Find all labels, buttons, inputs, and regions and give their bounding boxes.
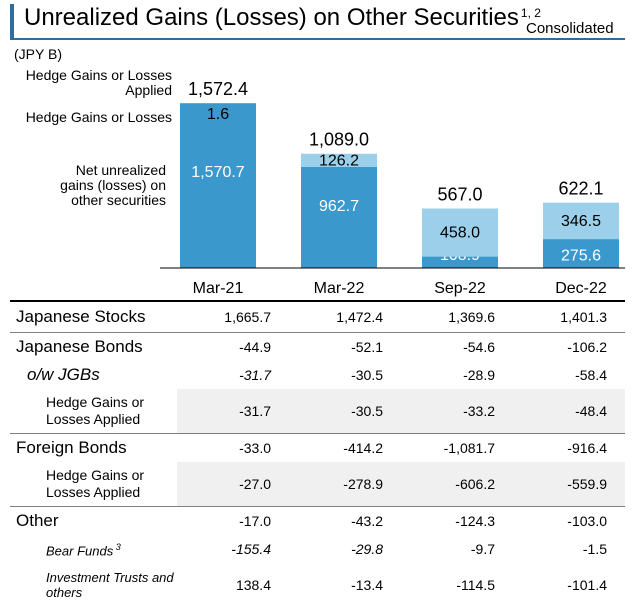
cell-value: -606.2 bbox=[401, 462, 513, 507]
scope-label: Consolidated bbox=[526, 20, 614, 37]
net-value-label-mar-21: 1,570.7 bbox=[191, 164, 244, 181]
x-tick-label-sep-22: Sep-22 bbox=[434, 280, 486, 297]
cell-value: -43.2 bbox=[289, 506, 401, 535]
cell-value: -31.7 bbox=[177, 389, 289, 434]
table-row: Investment Trusts and others 138.4 -13.4 -1… bbox=[10, 563, 625, 607]
legend-total-label: Hedge Gains or Losses Applied bbox=[25, 67, 172, 98]
total-value-label-sep-22: 567.0 bbox=[437, 185, 482, 205]
net-value-label-mar-22: 962.7 bbox=[319, 198, 359, 215]
hedge-value-label-mar-21: 1.6 bbox=[207, 106, 229, 123]
cell-value: -52.1 bbox=[289, 332, 401, 361]
bar-hedge-mar-22 bbox=[301, 153, 377, 167]
cell-value: -48.4 bbox=[513, 389, 625, 434]
bars-group: 1,570.71.61,572.4962.7126.21,089.0108.94… bbox=[180, 79, 619, 268]
x-tick-label-dec-22: Dec-22 bbox=[555, 280, 607, 297]
cell-value: -17.0 bbox=[177, 506, 289, 535]
cell-value: 1,401.3 bbox=[513, 300, 625, 333]
bar-hedge-sep-22 bbox=[422, 208, 498, 257]
table-row: Other -17.0 -43.2 -124.3 -103.0 bbox=[10, 506, 625, 535]
hedge-value-label-dec-22: 346.5 bbox=[561, 213, 601, 230]
row-label: Foreign Bonds bbox=[10, 433, 177, 462]
cell-value: -414.2 bbox=[289, 433, 401, 462]
title-bar: Unrealized Gains (Losses) on Other Secur… bbox=[0, 0, 640, 40]
net-value-label-dec-22: 275.6 bbox=[561, 248, 601, 265]
cell-value: -101.4 bbox=[567, 577, 607, 593]
bar-net-mar-22 bbox=[301, 166, 377, 268]
title-underline bbox=[10, 38, 625, 40]
bar-net-sep-22 bbox=[422, 256, 498, 268]
cell-value: 1,369.6 bbox=[401, 300, 513, 333]
cell-value: -27.0 bbox=[177, 462, 289, 507]
cell-value: -1.5 bbox=[582, 541, 607, 557]
cell-value: -155.4 bbox=[231, 541, 271, 557]
total-value-label-mar-22: 1,089.0 bbox=[309, 130, 369, 150]
cell-value: -13.4 bbox=[351, 577, 383, 593]
cell-value: -1,081.7 bbox=[401, 433, 513, 462]
row-label: Japanese Bonds bbox=[10, 332, 177, 361]
table-row: Hedge Gains or Losses Applied -27.0 -278.9… bbox=[10, 462, 625, 507]
cell-value: -30.5 bbox=[351, 367, 383, 383]
cell-value: -29.8 bbox=[351, 541, 383, 557]
cell-value: 1,665.7 bbox=[177, 300, 289, 333]
row-label: Japanese Stocks bbox=[10, 300, 177, 333]
cell-value: -28.9 bbox=[463, 367, 495, 383]
row-label: Hedge Gains or Losses Applied bbox=[46, 467, 145, 500]
title-accent-bar bbox=[10, 4, 14, 38]
cell-value: -103.0 bbox=[513, 506, 625, 535]
total-value-label-mar-21: 1,572.4 bbox=[188, 79, 248, 99]
bar-net-mar-21 bbox=[180, 103, 256, 268]
bar-net-dec-22 bbox=[543, 239, 619, 268]
table-row: Bear Funds 3 -155.4 -29.8 -9.7 -1.5 bbox=[10, 535, 625, 563]
cell-value: 138.4 bbox=[235, 577, 271, 593]
table-row: Japanese Stocks 1,665.7 1,472.4 1,369.6 1,40… bbox=[10, 300, 625, 333]
cell-value: 1,472.4 bbox=[289, 300, 401, 333]
page-title: Unrealized Gains (Losses) on Other Secur… bbox=[24, 4, 541, 31]
cell-value: -9.7 bbox=[470, 541, 495, 557]
legend-hedge-label: Hedge Gains or Losses bbox=[25, 109, 172, 125]
cell-value: -106.2 bbox=[513, 332, 625, 361]
hedge-value-label-sep-22: 458.0 bbox=[440, 225, 480, 242]
cell-value: -33.0 bbox=[177, 433, 289, 462]
unit-label: (JPY B) bbox=[14, 46, 62, 62]
x-tick-label-mar-21: Mar-21 bbox=[193, 280, 244, 297]
x-tick-label-mar-22: Mar-22 bbox=[314, 280, 365, 297]
x-axis-labels: Mar-21 Mar-22 Sep-22 Dec-22 bbox=[193, 280, 607, 297]
cell-value: -31.7 bbox=[239, 367, 271, 383]
hedge-value-label-mar-22: 126.2 bbox=[319, 152, 359, 169]
cell-value: -278.9 bbox=[289, 462, 401, 507]
cell-value: -44.9 bbox=[177, 332, 289, 361]
row-label: Investment Trusts and others bbox=[46, 570, 174, 600]
table-row: Hedge Gains or Losses Applied -31.7 -30.5-… bbox=[10, 389, 625, 434]
bar-hedge-dec-22 bbox=[543, 202, 619, 240]
cell-value: -559.9 bbox=[513, 462, 625, 507]
total-value-label-dec-22: 622.1 bbox=[558, 179, 603, 199]
stacked-bar-chart: 1,570.71.61,572.4962.7126.21,089.0108.94… bbox=[160, 79, 625, 297]
footnote-ref: 3 bbox=[113, 541, 121, 552]
cell-value: -124.3 bbox=[401, 506, 513, 535]
cell-value: -30.5 bbox=[289, 389, 401, 434]
row-label: o/w JGBs bbox=[27, 365, 100, 384]
cell-value: -916.4 bbox=[513, 433, 625, 462]
legend-net-label: Net unrealized gains (losses) on other s… bbox=[60, 162, 166, 208]
cell-value: -33.2 bbox=[401, 389, 513, 434]
row-label: Other bbox=[10, 506, 177, 535]
row-label: Bear Funds 3 bbox=[46, 541, 121, 559]
table-row: o/w JGBs -31.7 -30.5 -28.9 -58.4 bbox=[10, 361, 625, 389]
securities-table: Japanese Stocks 1,665.7 1,472.4 1,369.6 1,40… bbox=[10, 300, 625, 607]
table-row: Foreign Bonds -33.0 -414.2 -1,081.7 -916.4 bbox=[10, 433, 625, 462]
cell-value: -54.6 bbox=[401, 332, 513, 361]
cell-value: -58.4 bbox=[575, 367, 607, 383]
title-footnote-ref: 1, 2 bbox=[520, 6, 541, 20]
table-row: Japanese Bonds -44.9 -52.1 -54.6 -106.2 bbox=[10, 332, 625, 361]
row-label: Hedge Gains or Losses Applied bbox=[46, 394, 145, 427]
cell-value: -114.5 bbox=[456, 577, 495, 593]
